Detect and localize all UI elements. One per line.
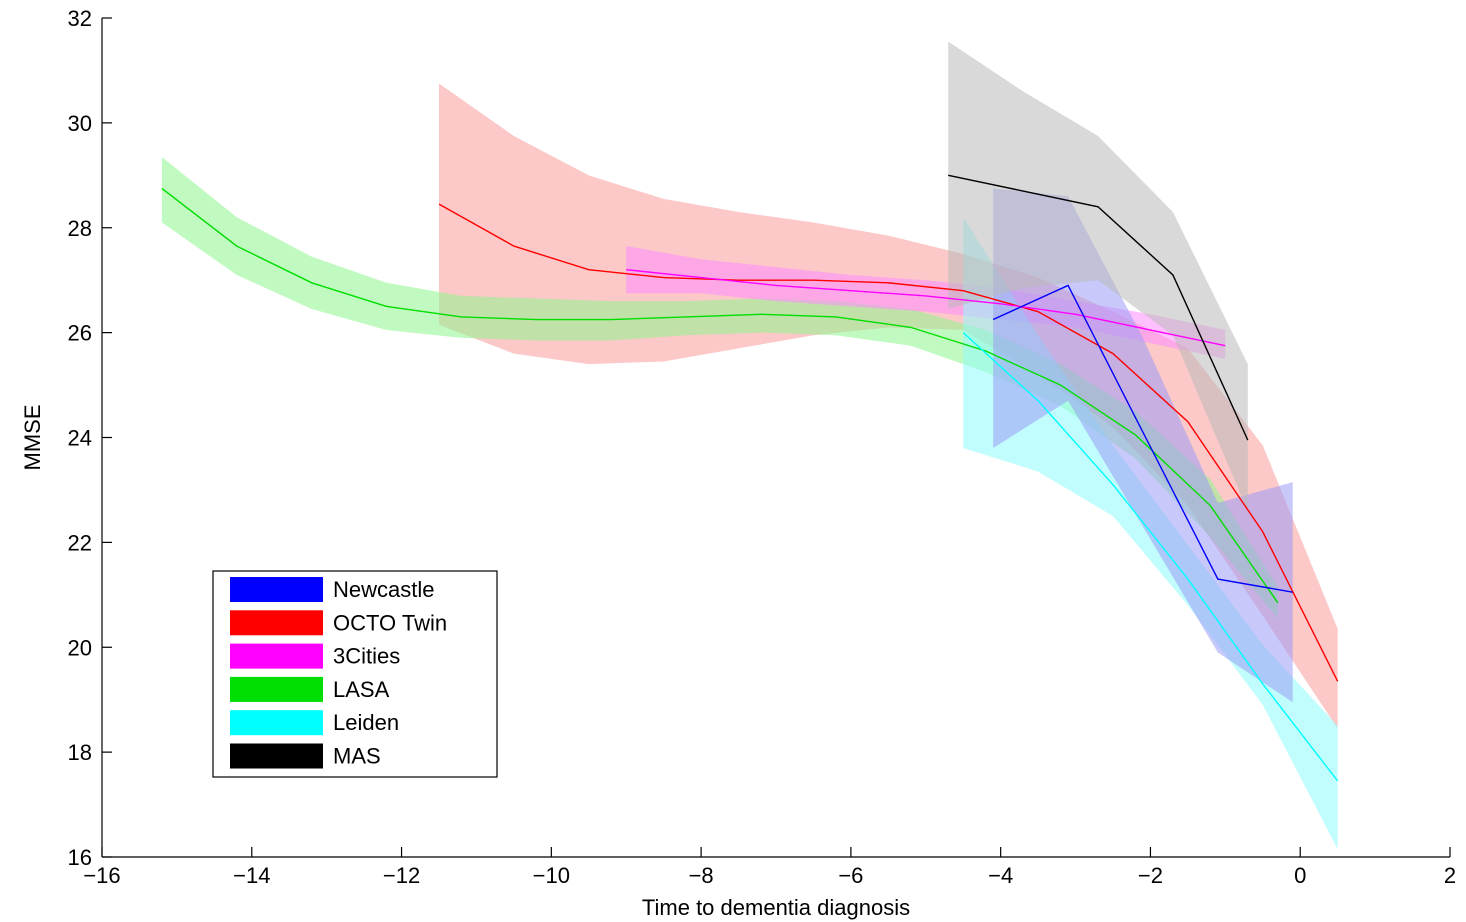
x-tick-label: −14 bbox=[233, 863, 270, 888]
x-tick-label: 2 bbox=[1444, 863, 1456, 888]
legend-box bbox=[212, 570, 498, 778]
legend-label-mas: MAS bbox=[333, 744, 381, 769]
y-tick-label: 24 bbox=[68, 426, 92, 451]
legend-label-lasa: LASA bbox=[333, 677, 390, 702]
legend-swatch-newcastle bbox=[230, 577, 323, 602]
y-tick-label: 30 bbox=[68, 111, 92, 136]
legend-swatch-mas bbox=[230, 743, 323, 769]
y-tick-label: 18 bbox=[68, 740, 92, 765]
legend-swatch-octo-twin bbox=[230, 610, 323, 636]
x-tick-label: −12 bbox=[383, 863, 420, 888]
x-tick-label: 0 bbox=[1294, 863, 1306, 888]
series-lines bbox=[161, 174, 1339, 782]
line-octo-twin bbox=[438, 203, 1339, 682]
x-tick-label: −16 bbox=[83, 863, 120, 888]
x-tick-label: −6 bbox=[838, 863, 863, 888]
legend-swatch-3cities bbox=[230, 643, 323, 669]
y-tick-label: 32 bbox=[68, 6, 92, 31]
band-octo-twin bbox=[439, 83, 1338, 729]
line-3cities bbox=[626, 269, 1226, 347]
x-tick-label: −2 bbox=[1138, 863, 1163, 888]
x-tick-label: −4 bbox=[988, 863, 1013, 888]
legend-label-leiden: Leiden bbox=[333, 710, 399, 735]
y-tick-label: 16 bbox=[68, 845, 92, 870]
y-tick-label: 28 bbox=[68, 216, 92, 241]
y-tick-label: 22 bbox=[68, 530, 92, 555]
legend-label-newcastle: Newcastle bbox=[333, 577, 434, 602]
x-tick-label: −8 bbox=[689, 863, 714, 888]
y-tick-label: 20 bbox=[68, 635, 92, 660]
axes: −16 −14 −12 −10 −8 −6 −4 −2 0 2 16 18 20 22 24 26 28 30 32 bbox=[68, 6, 1457, 888]
line-newcastle bbox=[992, 284, 1293, 593]
legend-swatch-lasa bbox=[230, 676, 323, 702]
legend-swatch-leiden bbox=[230, 710, 323, 736]
y-tick-label: 26 bbox=[68, 321, 92, 346]
line-leiden bbox=[962, 332, 1339, 782]
band-3cities bbox=[626, 246, 1226, 359]
band-mas bbox=[948, 41, 1248, 511]
confidence-bands bbox=[161, 41, 1338, 850]
legend-label-3cities: 3Cities bbox=[333, 644, 400, 669]
band-newcastle bbox=[993, 188, 1293, 703]
x-tick-label: −10 bbox=[533, 863, 570, 888]
x-axis-label: Time to dementia diagnosis bbox=[642, 895, 910, 920]
line-lasa bbox=[161, 187, 1279, 604]
y-axis-label: MMSE bbox=[20, 405, 45, 471]
legend-label-octo-twin: OCTO Twin bbox=[333, 610, 447, 635]
legend: Newcastle OCTO Twin 3Cities LASA Leiden MAS bbox=[212, 570, 498, 778]
line-mas bbox=[948, 174, 1249, 441]
